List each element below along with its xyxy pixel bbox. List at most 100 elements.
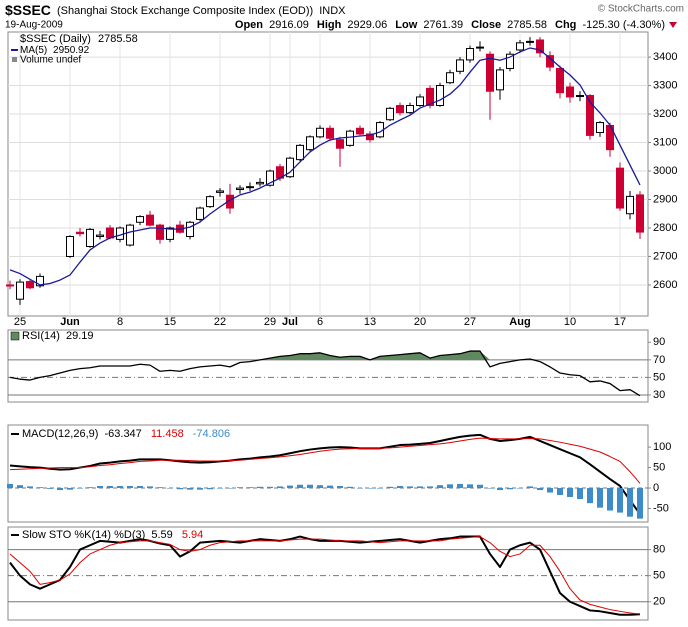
panel — [7, 31, 649, 317]
candle-body — [356, 127, 364, 135]
legend-d-value: 5.94 — [182, 529, 203, 541]
y-tick-label: 90 — [653, 336, 665, 348]
histogram-bar — [417, 486, 423, 489]
candle-body — [416, 96, 424, 106]
candle-body — [336, 139, 344, 149]
histogram-bar — [407, 486, 413, 489]
histogram-bar — [387, 486, 393, 489]
histogram-bar — [187, 488, 193, 490]
candle-body — [406, 104, 414, 114]
histogram-bar — [67, 488, 73, 490]
histogram-bar — [507, 488, 513, 490]
y-tick-label: -50 — [653, 502, 669, 514]
y-tick-label: 3400 — [653, 51, 677, 63]
close-value: 2785.58 — [507, 19, 547, 31]
histogram-bar — [457, 483, 463, 489]
x-tick-label: 10 — [564, 316, 576, 328]
candle-body — [266, 170, 274, 186]
legend-ma-value: 2950.92 — [53, 45, 90, 56]
candle-body — [136, 216, 144, 223]
x-tick-label: 20 — [414, 316, 426, 328]
histogram-bar — [617, 488, 623, 513]
y-tick-label: 20 — [653, 596, 665, 608]
histogram-bar — [327, 485, 333, 489]
histogram-bar — [397, 485, 403, 489]
y-tick-label: 3300 — [653, 79, 677, 91]
candle-body — [106, 227, 114, 239]
legend-sto: Slow STO %K(14) %D(3) 5.59 5.94 — [22, 529, 203, 541]
legend-macd: MACD(12,26,9) -63.347 11.458 -74.806 — [22, 428, 230, 440]
histogram-bar — [367, 488, 373, 489]
candle-body — [516, 42, 524, 51]
legend-signal-value: 11.458 — [151, 428, 184, 440]
histogram-bar — [87, 487, 93, 489]
y-tick-label: 3200 — [653, 108, 677, 120]
close-label: Close — [471, 19, 501, 31]
histogram-bar — [297, 484, 303, 489]
overbought-area — [10, 351, 640, 360]
histogram-bar — [467, 484, 473, 489]
credit: © StockCharts.com — [598, 4, 684, 15]
candle-body — [636, 194, 644, 233]
candle-body — [486, 53, 494, 92]
legend-macd-name: MACD(12,26,9) — [22, 428, 98, 440]
candle-body — [156, 224, 164, 240]
legend-ma: MA(5) 2950.92 — [20, 45, 90, 56]
candle-body — [16, 281, 24, 300]
candle-body — [226, 194, 234, 209]
histogram-bar — [627, 488, 633, 517]
candle-body — [476, 46, 484, 49]
histogram-bar — [167, 488, 173, 489]
indicator-line — [9, 536, 641, 615]
change-value: -125.30 (-4.30%) — [582, 19, 665, 31]
histogram-bar — [47, 488, 53, 489]
candle-body — [6, 284, 14, 287]
histogram-bar — [357, 488, 363, 489]
candle-body — [196, 207, 204, 220]
histogram-bar — [147, 486, 153, 489]
histogram-bar — [447, 484, 453, 489]
histogram-bar — [487, 488, 493, 489]
x-tick-label: 22 — [214, 316, 226, 328]
candle-body — [306, 136, 314, 151]
y-tick-label: 3000 — [653, 165, 677, 177]
legend-rsi-swatch — [10, 331, 20, 341]
candle-body — [26, 281, 34, 289]
indicator-line — [9, 47, 641, 286]
histogram-bar — [267, 486, 273, 489]
candle-body — [396, 104, 404, 114]
candle-body — [546, 55, 554, 68]
legend-ma-name: MA(5) — [20, 45, 47, 56]
histogram-bar — [567, 488, 573, 498]
candle-body — [386, 107, 394, 121]
histogram-bar — [177, 488, 183, 490]
candle-body — [286, 157, 294, 178]
candle-body — [296, 144, 304, 161]
legend-rsi-value: 29.19 — [66, 330, 94, 342]
histogram-bar — [227, 488, 233, 489]
histogram-bar — [287, 485, 293, 489]
histogram-bar — [497, 488, 503, 491]
histogram-bar — [97, 485, 103, 489]
y-tick-label: 100 — [653, 441, 671, 453]
x-tick-label: 29 — [264, 316, 276, 328]
histogram-bar — [37, 487, 43, 489]
histogram-bar — [237, 487, 243, 489]
candle-body — [566, 86, 574, 98]
y-tick-label: 2900 — [653, 193, 677, 205]
candle-body — [206, 196, 214, 208]
y-tick-label: 50 — [653, 570, 665, 582]
histogram-bar — [77, 488, 83, 489]
histogram-bar — [527, 486, 533, 489]
histogram-bar — [337, 485, 343, 489]
histogram-bar — [277, 486, 283, 489]
legend-price-value: 2785.58 — [98, 33, 138, 45]
x-tick-label: 27 — [464, 316, 476, 328]
y-tick-label: 50 — [653, 461, 665, 473]
legend-volume-swatch — [12, 57, 17, 62]
x-tick-label: 15 — [164, 316, 176, 328]
candle-body — [76, 231, 84, 235]
histogram-bar — [27, 486, 33, 489]
histogram-bar — [17, 485, 23, 489]
legend-sto-name: Slow STO %K(14) %D(3) — [22, 529, 145, 541]
